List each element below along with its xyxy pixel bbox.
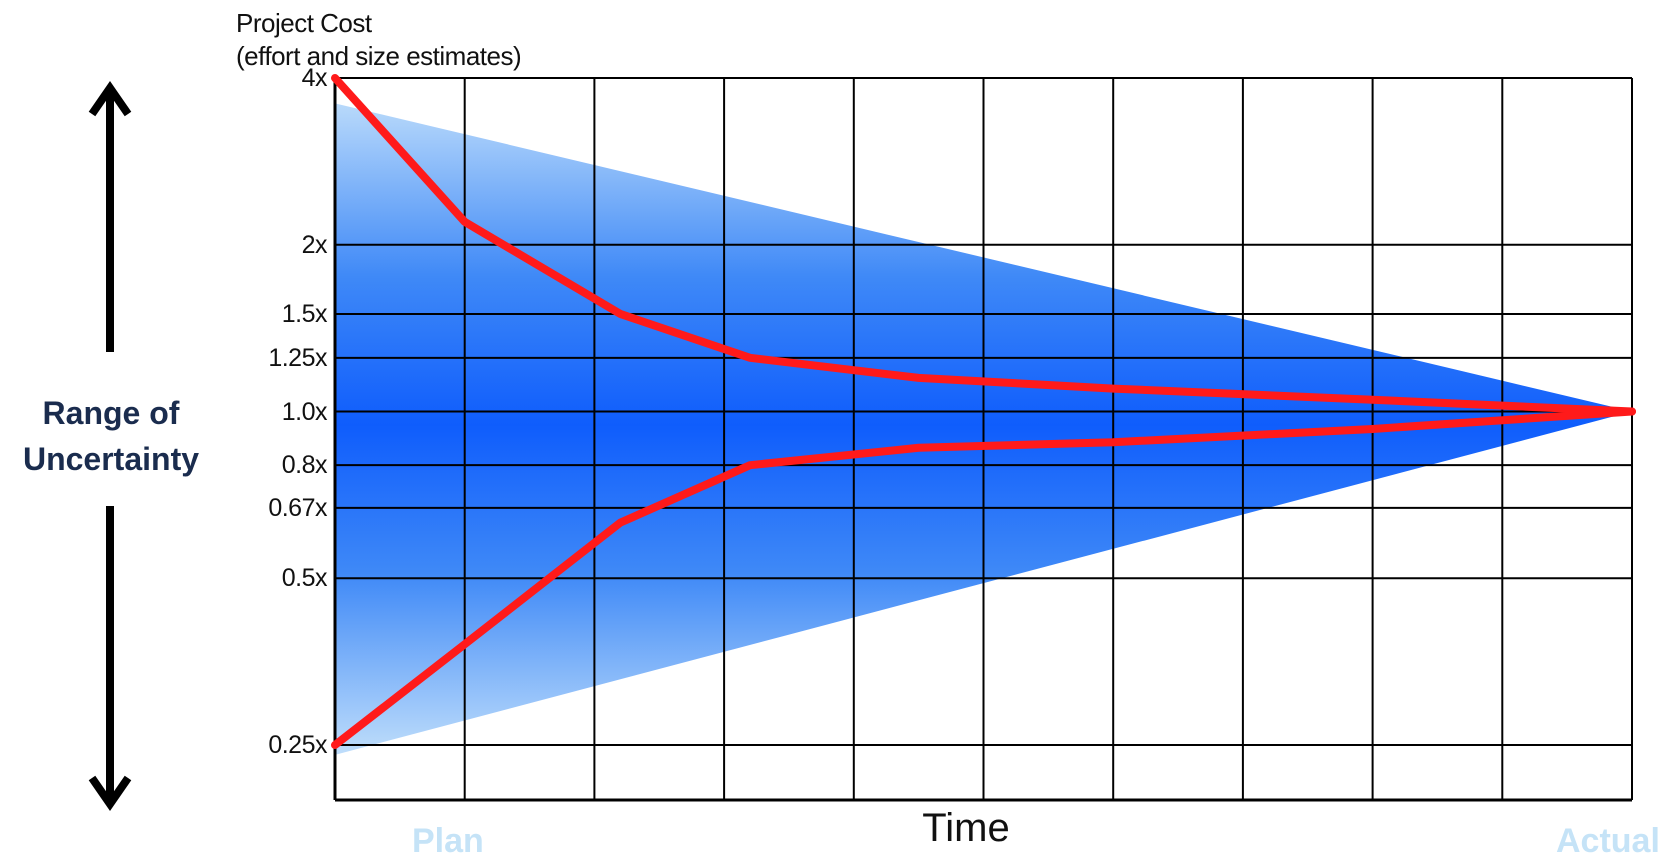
y-tick-label: 1.25x — [268, 343, 327, 372]
range-of-uncertainty-label: Range of Uncertainty — [0, 390, 222, 482]
side-label-line-1: Range of — [42, 395, 180, 431]
range-arrows — [88, 80, 132, 812]
plan-label: Plan — [412, 822, 484, 860]
side-label-line-2: Uncertainty — [22, 441, 200, 477]
y-tick-label: 4x — [301, 64, 328, 92]
y-tick-label: 0.67x — [268, 493, 327, 522]
y-tick-label: 1.5x — [281, 299, 328, 328]
arrow-down-icon — [88, 775, 132, 812]
y-tick-label: 2x — [301, 230, 328, 259]
series-layer — [331, 74, 1636, 749]
y-tick-label: 1.0x — [281, 397, 328, 426]
arrow-up-icon — [88, 80, 132, 117]
x-axis-label: Time — [922, 806, 1010, 850]
y-tick-label: 0.25x — [268, 731, 327, 759]
upper-estimate-line — [331, 74, 1636, 416]
y-tick-label: 0.8x — [281, 451, 328, 480]
lower-estimate-line — [331, 407, 1636, 749]
actual-label: Actual — [1556, 822, 1660, 860]
y-tick-label: 0.5x — [281, 564, 328, 593]
grid — [333, 77, 1633, 802]
y-axis-title: Project Cost — [236, 8, 372, 38]
y-axis-subtitle: (effort and size estimates) — [236, 41, 522, 71]
